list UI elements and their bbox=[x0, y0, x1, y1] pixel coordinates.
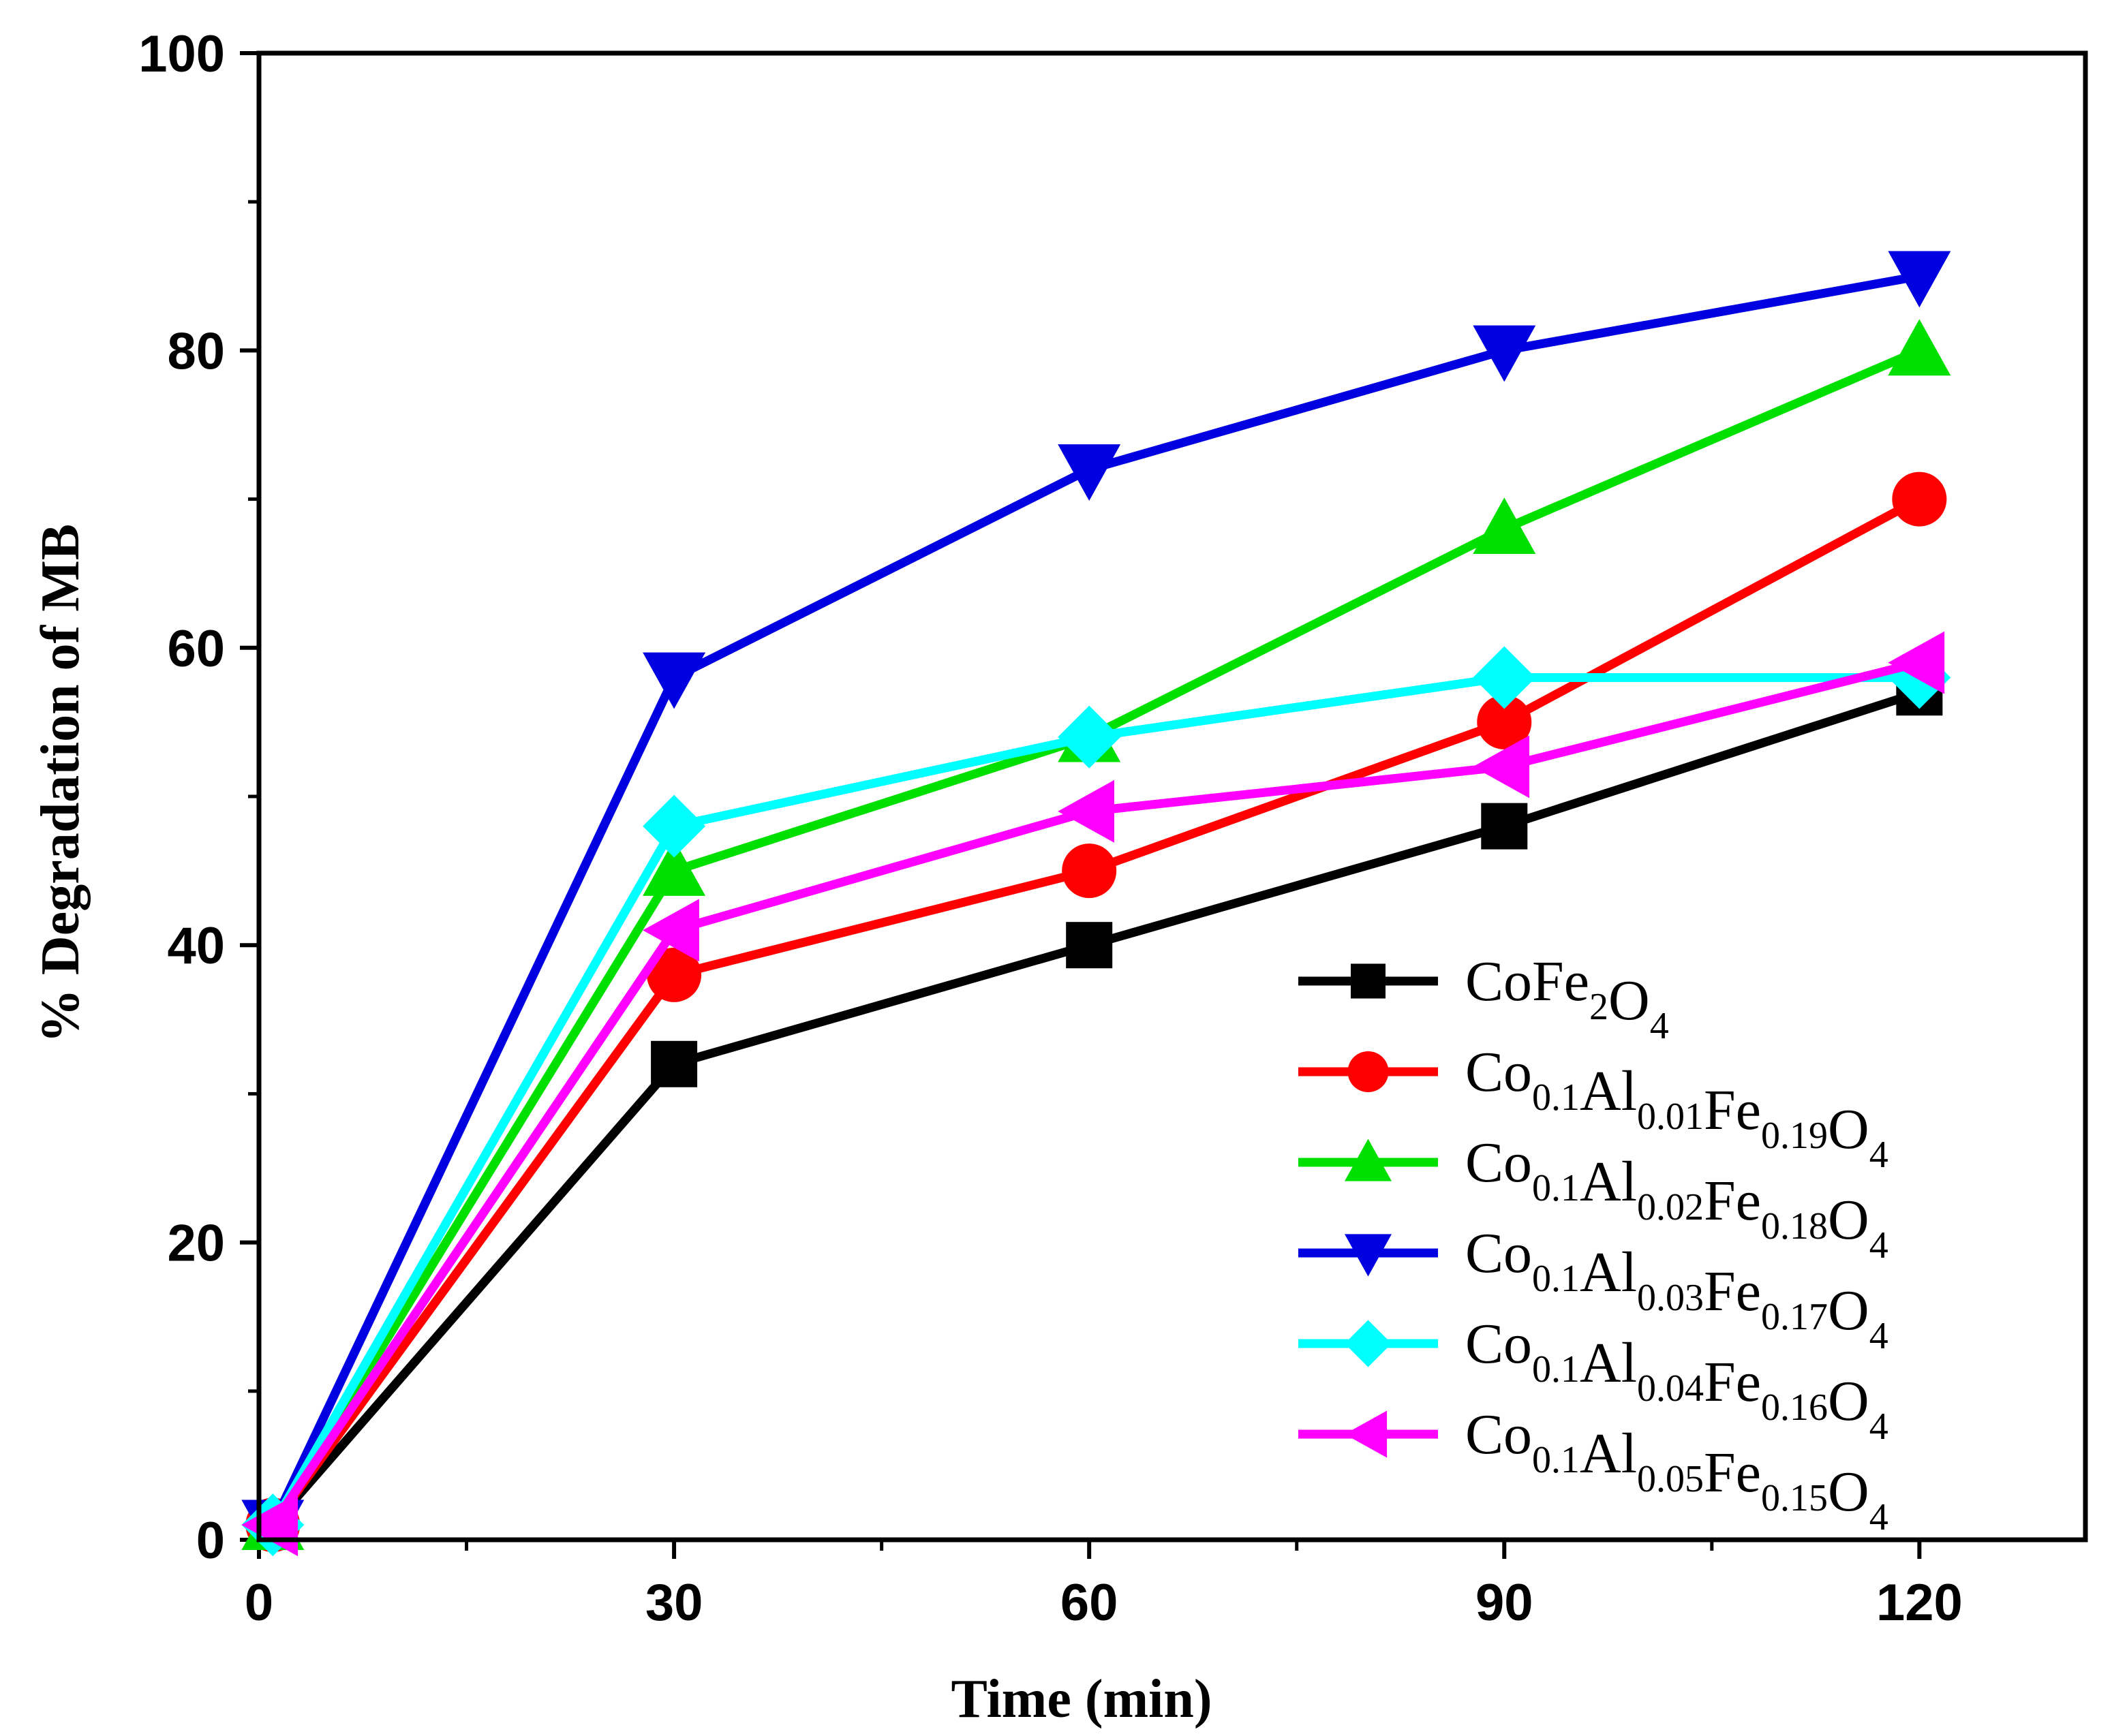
data-point bbox=[643, 899, 699, 962]
legend-label: Co0.1Al0.01Fe0.19O4 bbox=[1465, 1040, 1888, 1176]
y-axis-title: % Degradation of MB bbox=[31, 524, 91, 1043]
data-point bbox=[1473, 325, 1536, 382]
legend-marker bbox=[1347, 1051, 1389, 1092]
data-point bbox=[1058, 779, 1114, 843]
legend-label: Co0.1Al0.03Fe0.17O4 bbox=[1465, 1222, 1888, 1357]
data-point bbox=[1058, 444, 1121, 501]
legend-marker bbox=[1345, 1234, 1392, 1277]
y-tick-label: 40 bbox=[167, 917, 225, 975]
data-point bbox=[643, 839, 706, 896]
data-point bbox=[1888, 319, 1951, 376]
legend-item: Co0.1Al0.04Fe0.16O4 bbox=[1298, 1312, 1888, 1448]
plot-frame bbox=[256, 50, 2088, 1543]
data-point bbox=[647, 947, 702, 1002]
legend-item: Co0.1Al0.01Fe0.19O4 bbox=[1298, 1040, 1888, 1176]
y-tick-label: 20 bbox=[167, 1215, 225, 1273]
y-tick-label: 80 bbox=[167, 322, 225, 380]
legend-marker bbox=[1345, 1410, 1388, 1458]
legend-item: Co0.1Al0.05Fe0.15O4 bbox=[1298, 1403, 1888, 1538]
y-tick-label: 0 bbox=[196, 1512, 225, 1570]
series-6 bbox=[241, 631, 1945, 1557]
data-point bbox=[1066, 922, 1113, 969]
data-point bbox=[1481, 803, 1528, 850]
x-tick-label: 90 bbox=[1475, 1574, 1533, 1632]
y-tick-label: 60 bbox=[167, 620, 225, 678]
axes: 0 30 60 90 120 0 20 40 60 80 100 bbox=[138, 25, 1963, 1632]
data-point bbox=[1473, 735, 1530, 799]
legend: CoFe2O4Co0.1Al0.01Fe0.19O4Co0.1Al0.02Fe0… bbox=[1298, 950, 1888, 1538]
data-point bbox=[1058, 705, 1121, 769]
data-point bbox=[1888, 631, 1945, 694]
series-layer bbox=[241, 251, 1951, 1557]
data-point bbox=[1888, 251, 1951, 308]
legend-item: CoFe2O4 bbox=[1298, 950, 1669, 1047]
legend-marker bbox=[1351, 963, 1386, 999]
x-tick-label: 120 bbox=[1876, 1574, 1963, 1632]
data-point bbox=[643, 652, 706, 709]
legend-marker bbox=[1345, 1138, 1392, 1181]
legend-label: CoFe2O4 bbox=[1465, 950, 1669, 1047]
legend-item: Co0.1Al0.02Fe0.18O4 bbox=[1298, 1131, 1888, 1267]
data-point bbox=[651, 1040, 698, 1087]
x-tick-label: 60 bbox=[1060, 1574, 1118, 1632]
legend-label: Co0.1Al0.05Fe0.15O4 bbox=[1465, 1403, 1888, 1538]
data-point bbox=[1477, 694, 1532, 749]
legend-label: Co0.1Al0.04Fe0.16O4 bbox=[1465, 1312, 1888, 1448]
legend-label: Co0.1Al0.02Fe0.18O4 bbox=[1465, 1131, 1888, 1267]
y-tick-label: 100 bbox=[138, 25, 225, 83]
data-point bbox=[1473, 646, 1536, 709]
data-point bbox=[643, 794, 706, 858]
x-axis-title: Time (min) bbox=[951, 1669, 1212, 1729]
x-tick-label: 0 bbox=[245, 1574, 273, 1632]
data-point bbox=[1892, 471, 1947, 527]
x-tick-label: 30 bbox=[645, 1574, 703, 1632]
data-point bbox=[1473, 497, 1536, 555]
legend-item: Co0.1Al0.03Fe0.17O4 bbox=[1298, 1222, 1888, 1357]
legend-marker bbox=[1345, 1320, 1392, 1367]
series-4 bbox=[241, 251, 1951, 1557]
data-point bbox=[1062, 843, 1117, 899]
